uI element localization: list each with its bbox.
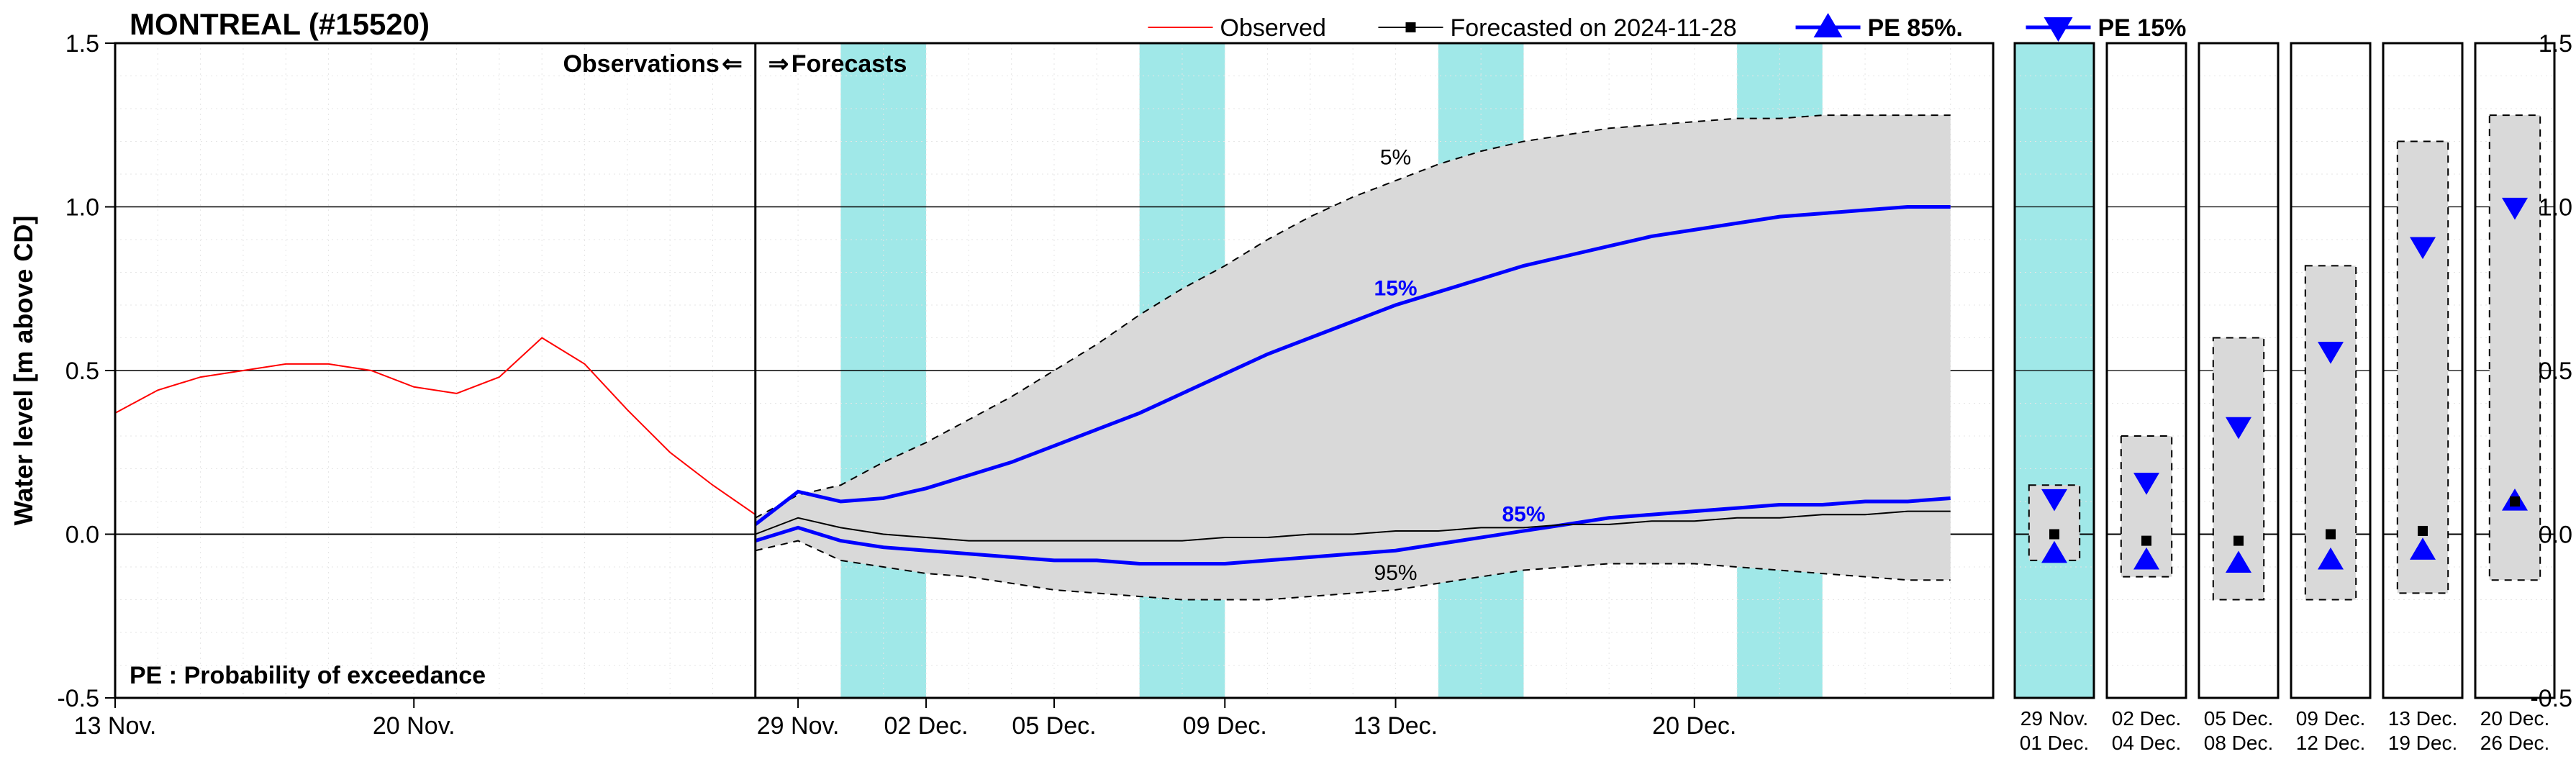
chart-title: MONTREAL (#15520) — [130, 7, 430, 41]
panel-top-label: 13 Dec. — [2388, 707, 2458, 730]
legend-forecast-marker — [1406, 22, 1416, 32]
legend-pe15-text: PE 15% — [2098, 14, 2187, 42]
panel-top-label: 02 Dec. — [2112, 707, 2182, 730]
panel-top-label: 05 Dec. — [2204, 707, 2274, 730]
ytick-label: 0.0 — [65, 522, 99, 549]
pct-label: 15% — [1374, 276, 1418, 300]
panel-bottom-label: 01 Dec. — [2020, 732, 2090, 754]
panel-bottom-label: 12 Dec. — [2296, 732, 2366, 754]
pct-label: 85% — [1502, 502, 1545, 526]
ytick-label-right: 1.5 — [2539, 30, 2572, 58]
legend-pe85-text: PE 85%. — [1868, 14, 1963, 42]
xtick-label: 05 Dec. — [1012, 712, 1096, 740]
xtick-label: 13 Nov. — [74, 712, 157, 740]
xtick-label: 02 Dec. — [884, 712, 968, 740]
ytick-label-right: 1.0 — [2539, 194, 2572, 222]
legend-forecast-text: Forecasted on 2024-11-28 — [1451, 14, 1737, 42]
xtick-label: 09 Dec. — [1183, 712, 1267, 740]
panel-box — [2398, 142, 2448, 594]
xtick-label: 29 Nov. — [757, 712, 840, 740]
panel-bottom-label: 04 Dec. — [2112, 732, 2182, 754]
ytick-label: 1.5 — [65, 30, 99, 58]
panel-median-marker — [2418, 526, 2428, 536]
xtick-label: 20 Dec. — [1652, 712, 1736, 740]
observations-label: Observations — [563, 50, 719, 78]
xtick-label: 20 Nov. — [373, 712, 455, 740]
xtick-label: 13 Dec. — [1353, 712, 1438, 740]
legend-pe85-marker — [1814, 13, 1843, 37]
panel-bottom-label: 08 Dec. — [2204, 732, 2274, 754]
y-axis-label: Water level [m above CD] — [9, 216, 38, 526]
ytick-label-right: 0.0 — [2539, 522, 2572, 549]
arrow-left: ⇐ — [722, 50, 743, 78]
panel-median-marker — [2141, 536, 2151, 546]
ytick-label: -0.5 — [57, 685, 99, 712]
pct-label: 5% — [1380, 145, 1411, 169]
panel-median-marker — [2510, 496, 2520, 507]
panel-top-label: 09 Dec. — [2296, 707, 2366, 730]
forecasts-label: Forecasts — [792, 50, 907, 78]
ytick-label: 0.5 — [65, 358, 99, 385]
arrow-right: ⇒ — [768, 50, 789, 78]
panel-median-marker — [2326, 530, 2336, 540]
chart-svg: 5% 15% 85% 95% Observations⇐ ⇒Forecasts PE : P… — [0, 0, 2576, 772]
panel-top-label: 29 Nov. — [2021, 707, 2088, 730]
pe-note: PE : Probability of exceedance — [130, 662, 486, 689]
chart-container: 5% 15% 85% 95% Observations⇐ ⇒Forecasts PE : P… — [0, 0, 2576, 772]
panel-bottom-label: 19 Dec. — [2388, 732, 2458, 754]
panel-median-marker — [2049, 530, 2059, 540]
panel-median-marker — [2233, 536, 2244, 546]
ytick-label-right: -0.5 — [2530, 685, 2572, 712]
legend-pe15-marker — [2044, 17, 2073, 42]
ytick-label: 1.0 — [65, 194, 99, 222]
legend-observed-text: Observed — [1220, 14, 1326, 42]
ytick-label-right: 0.5 — [2539, 358, 2572, 385]
panel-bottom-label: 26 Dec. — [2480, 732, 2550, 754]
pct-label: 95% — [1374, 561, 1418, 585]
